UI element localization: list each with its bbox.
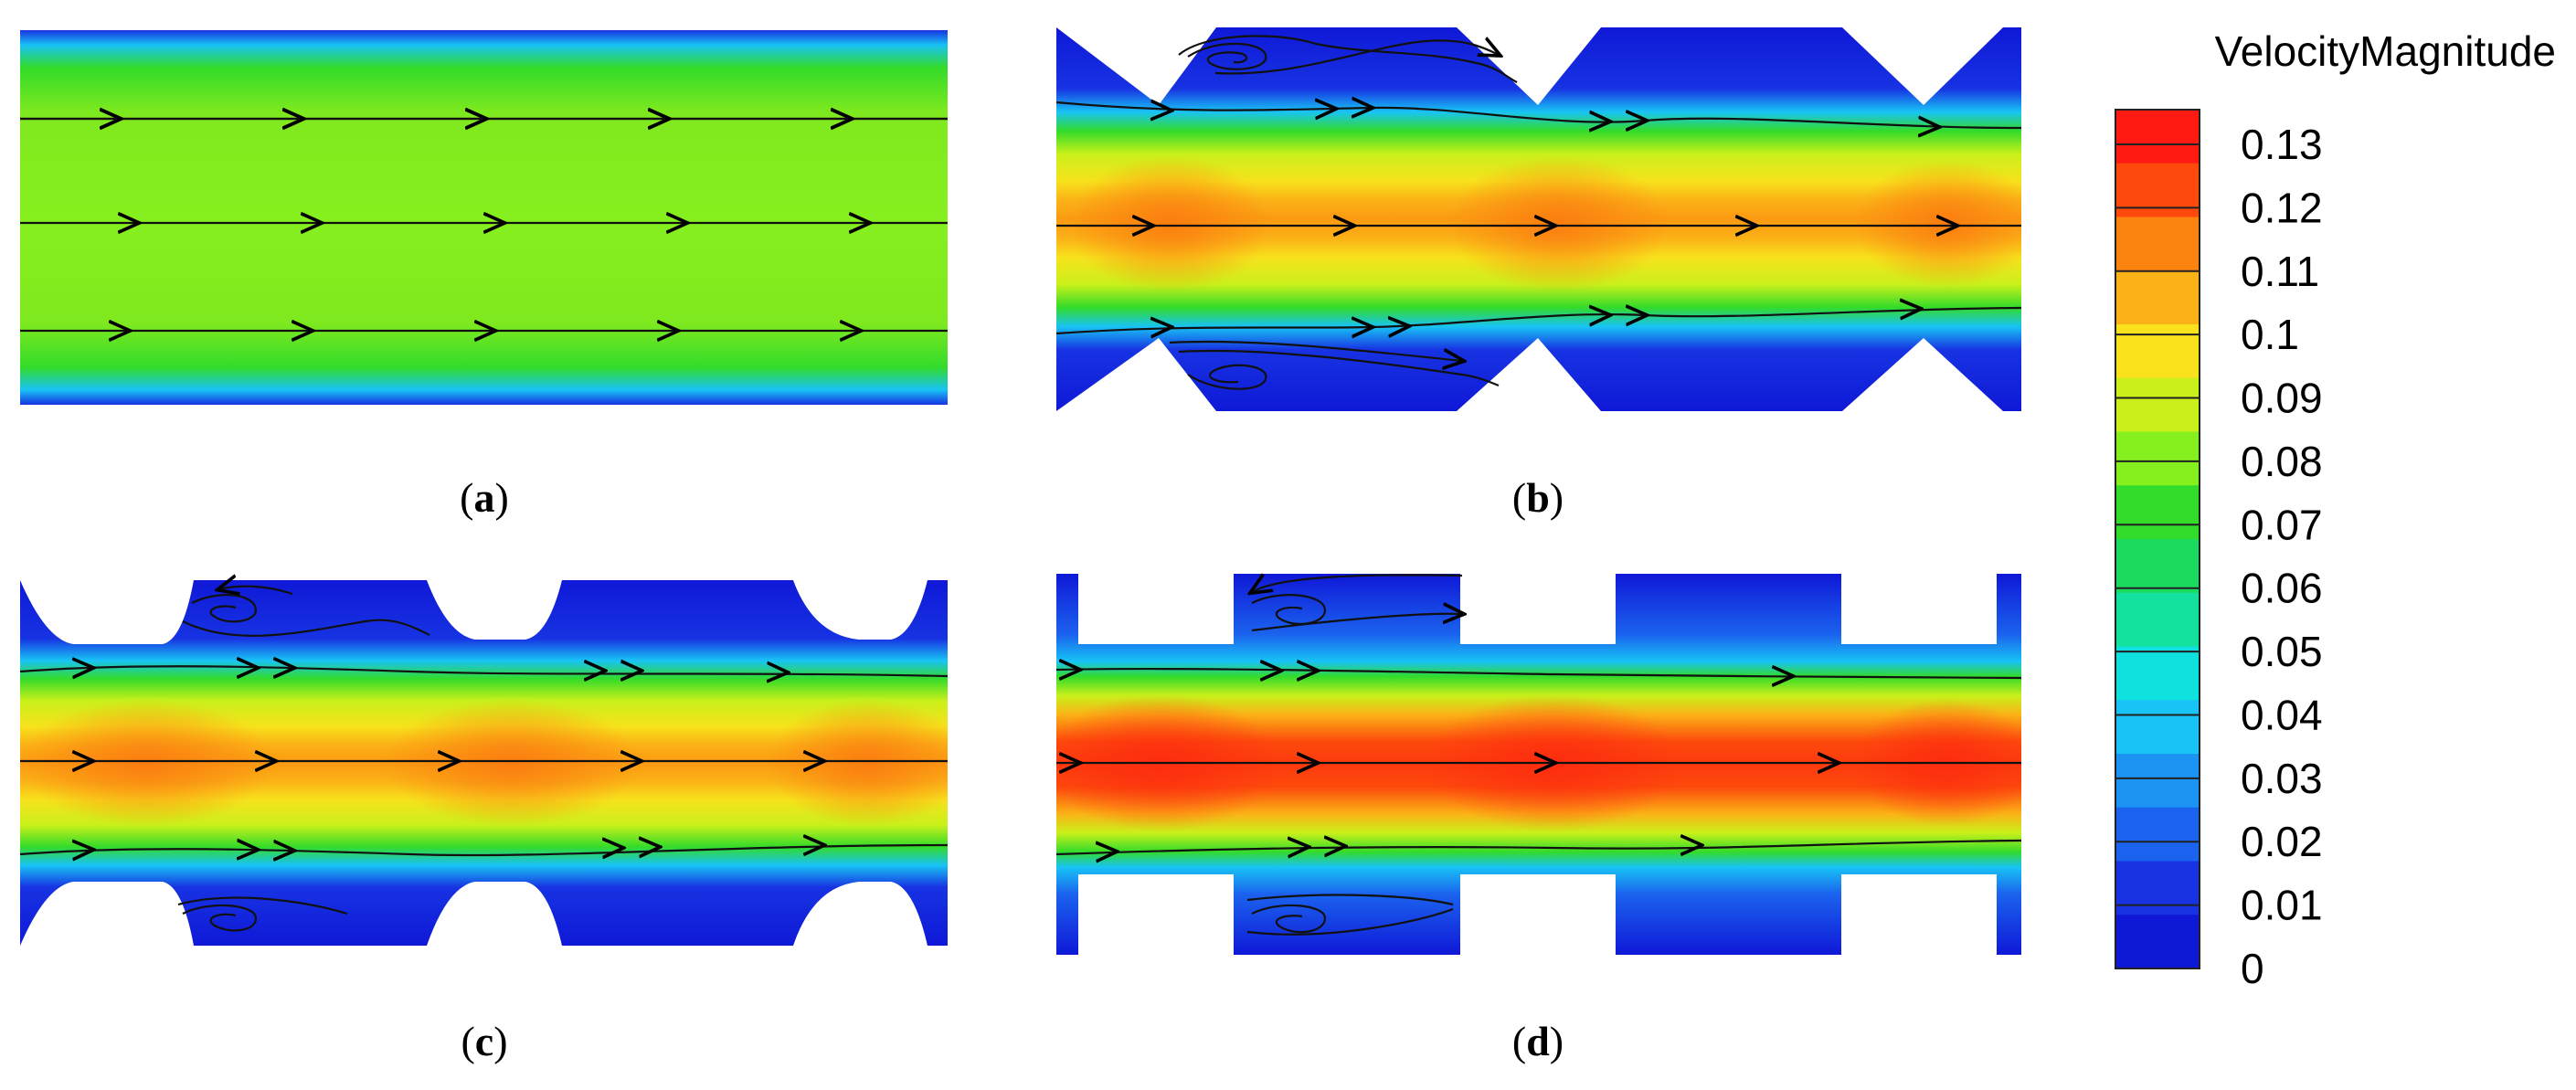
- legend-tick-label: 0.11: [2241, 248, 2319, 295]
- caption-a-open: (: [460, 474, 473, 521]
- panel-a-streamlines: [20, 119, 948, 331]
- hot-spot: [384, 699, 640, 827]
- vortex: [1187, 364, 1267, 390]
- legend-tick-label: 0.05: [2241, 628, 2323, 675]
- legend-swatch: [2115, 700, 2200, 755]
- vortex: [177, 896, 348, 915]
- legend-swatch: [2115, 915, 2200, 969]
- vortex: [182, 619, 430, 637]
- legend-tick-label: 0: [2241, 945, 2264, 992]
- caption-b-open: (: [1512, 474, 1526, 521]
- caption-c-open: (: [461, 1018, 474, 1064]
- vortex: [219, 587, 293, 594]
- vortex: [1251, 614, 1462, 632]
- panel-d: (d): [1055, 574, 2022, 1064]
- vortex: [1187, 42, 1267, 70]
- legend-swatch: [2115, 217, 2200, 271]
- vortex: [1214, 40, 1499, 75]
- legend-tick-label: 0.07: [2241, 501, 2323, 548]
- legend-title: VelocityMagnitude: [2215, 27, 2556, 75]
- legend-swatch: [2115, 807, 2200, 862]
- vortex: [1246, 894, 1454, 936]
- legend-tick-label: 0.12: [2241, 184, 2323, 231]
- panel-c: (c): [19, 580, 949, 1064]
- legend-swatch: [2115, 485, 2200, 540]
- legend-swatch: [2115, 754, 2200, 809]
- hot-spot: [1069, 155, 1270, 292]
- hot-spot: [20, 699, 274, 827]
- panel-d-streamlines: [1055, 575, 2022, 936]
- panel-b: (b): [1055, 27, 2022, 521]
- hot-spot: [1855, 160, 2021, 288]
- legend-swatch: [2115, 270, 2200, 325]
- caption-d-letter: d: [1526, 1018, 1550, 1064]
- legend-swatches: [2115, 110, 2200, 969]
- caption-a-close: ): [495, 474, 509, 521]
- vortex: [1178, 349, 1500, 387]
- vortex: [1252, 575, 1463, 592]
- caption-a-letter: a: [474, 474, 495, 521]
- legend-tick-label: 0.13: [2241, 121, 2323, 168]
- vortex: [1169, 340, 1462, 361]
- legend-swatch: [2115, 861, 2200, 915]
- caption-c-close: ): [493, 1018, 507, 1064]
- caption-b: (b): [1512, 474, 1564, 521]
- legend-swatch: [2115, 110, 2200, 164]
- legend-swatch: [2115, 539, 2200, 594]
- caption-d-open: (: [1512, 1018, 1526, 1064]
- legend-ticks: 0.13 0.12 0.11 0.1 0.09 0.08 0.07 0.06 0.05 0.04 0…: [2115, 121, 2323, 992]
- hot-spot: [1448, 155, 1668, 292]
- panel-c-streamlines: [19, 587, 949, 932]
- panel-a-field: [20, 30, 948, 405]
- legend-frame: [2115, 109, 2200, 969]
- caption-d-close: ): [1550, 1018, 1564, 1064]
- caption-c-letter: c: [475, 1018, 493, 1064]
- vortex: [1251, 904, 1327, 934]
- legend-swatch: [2115, 592, 2200, 648]
- legend-swatch: [2115, 431, 2200, 486]
- vortex: [1251, 594, 1327, 626]
- panel-b-streamlines: [1055, 35, 2022, 390]
- panel-a: (a): [20, 30, 948, 521]
- legend-tick-label: 0.01: [2241, 882, 2323, 929]
- caption-b-close: ): [1550, 474, 1564, 521]
- legend-tick-label: 0.09: [2241, 375, 2323, 422]
- legend-tick-label: 0.1: [2241, 311, 2299, 358]
- caption-b-letter: b: [1526, 474, 1550, 521]
- hot-spot: [768, 699, 948, 827]
- legend-swatch: [2115, 324, 2200, 379]
- colorbar-legend: VelocityMagnitude 0.13 0.12 0.11 0.1 0.09 0.0…: [2115, 27, 2556, 992]
- legend-swatch: [2115, 646, 2200, 701]
- legend-tick-label: 0.08: [2241, 438, 2323, 485]
- caption-a: (a): [460, 474, 509, 521]
- caption-d: (d): [1512, 1018, 1564, 1064]
- legend-tick-label: 0.02: [2241, 818, 2323, 865]
- legend-tick-label: 0.03: [2241, 755, 2323, 802]
- legend-tick-label: 0.04: [2241, 691, 2323, 738]
- legend-swatch: [2115, 377, 2200, 433]
- legend-tick-label: 0.06: [2241, 565, 2323, 612]
- vortex: [182, 904, 258, 932]
- legend-swatch: [2115, 163, 2200, 218]
- caption-c: (c): [461, 1018, 507, 1064]
